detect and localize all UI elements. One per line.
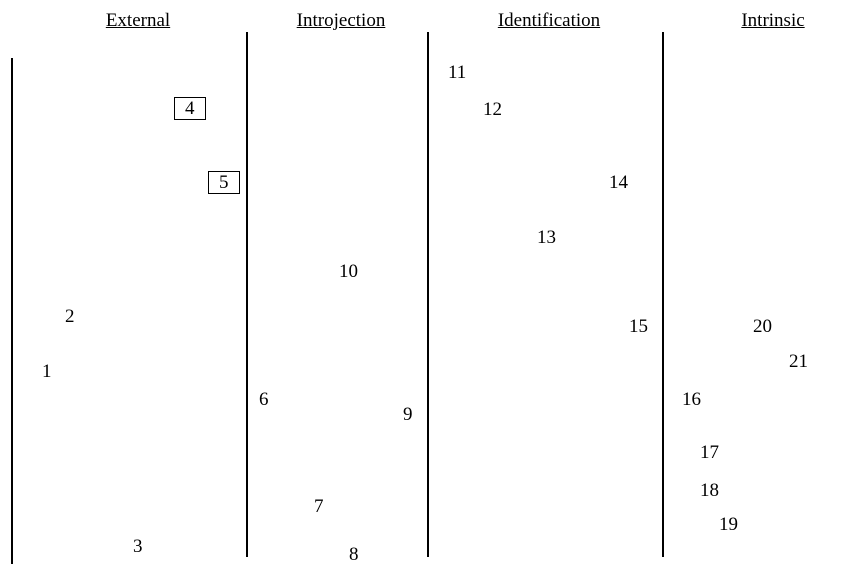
item-19: 19 (719, 514, 738, 535)
item-17: 17 (700, 442, 719, 463)
divider-left-edge (11, 58, 13, 564)
item-12: 12 (483, 99, 502, 120)
item-13: 13 (537, 227, 556, 248)
heading-identification: Identification (497, 10, 601, 31)
item-9: 9 (403, 404, 413, 425)
item-18: 18 (700, 480, 719, 501)
divider-identification-intrinsic (662, 32, 664, 557)
item-14: 14 (609, 172, 628, 193)
item-10: 10 (339, 261, 358, 282)
item-4-boxed: 4 (174, 97, 206, 120)
item-2: 2 (65, 306, 75, 327)
item-5-boxed: 5 (208, 171, 240, 194)
divider-introjection-identification (427, 32, 429, 557)
heading-introjection: Introjection (296, 10, 386, 31)
item-3: 3 (133, 536, 143, 557)
divider-external-introjection (246, 32, 248, 557)
item-7: 7 (314, 496, 324, 517)
item-6: 6 (259, 389, 269, 410)
item-11: 11 (448, 62, 467, 83)
heading-external: External (105, 10, 171, 31)
item-16: 16 (682, 389, 701, 410)
item-15: 15 (629, 316, 648, 337)
item-1: 1 (42, 361, 52, 382)
item-8: 8 (349, 544, 359, 565)
item-21: 21 (789, 351, 808, 372)
heading-intrinsic: Intrinsic (741, 10, 805, 31)
item-20: 20 (753, 316, 772, 337)
